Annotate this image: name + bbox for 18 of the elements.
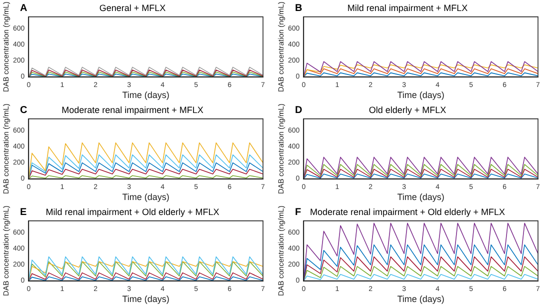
x-axis-title: Time (days) — [122, 294, 170, 304]
chart-title: General + MFLX — [99, 2, 166, 13]
x-axis-title: Time (days) — [397, 192, 444, 202]
text: E — [20, 206, 27, 218]
chart-title: Mild renal impairment + MFLX — [347, 2, 468, 13]
text: B — [295, 2, 302, 14]
text: D — [295, 104, 302, 116]
chart-title: Mild renal impairment + Old elderly + MFLX — [46, 206, 220, 217]
text: C — [20, 104, 28, 116]
x-axis-title: Time (days) — [397, 90, 444, 100]
x-axis-title: Time (days) — [122, 192, 170, 202]
text: F — [295, 206, 302, 218]
chart-title: Moderate renal impairment + MFLX — [62, 104, 204, 115]
text: A — [20, 2, 28, 14]
x-axis-title: Time (days) — [122, 90, 170, 100]
x-axis-title: Time (days) — [397, 294, 444, 304]
chart-title: Old elderly + MFLX — [368, 104, 446, 115]
chart-title: Moderate renal impairment + Old elderly + MFLX — [310, 206, 506, 217]
